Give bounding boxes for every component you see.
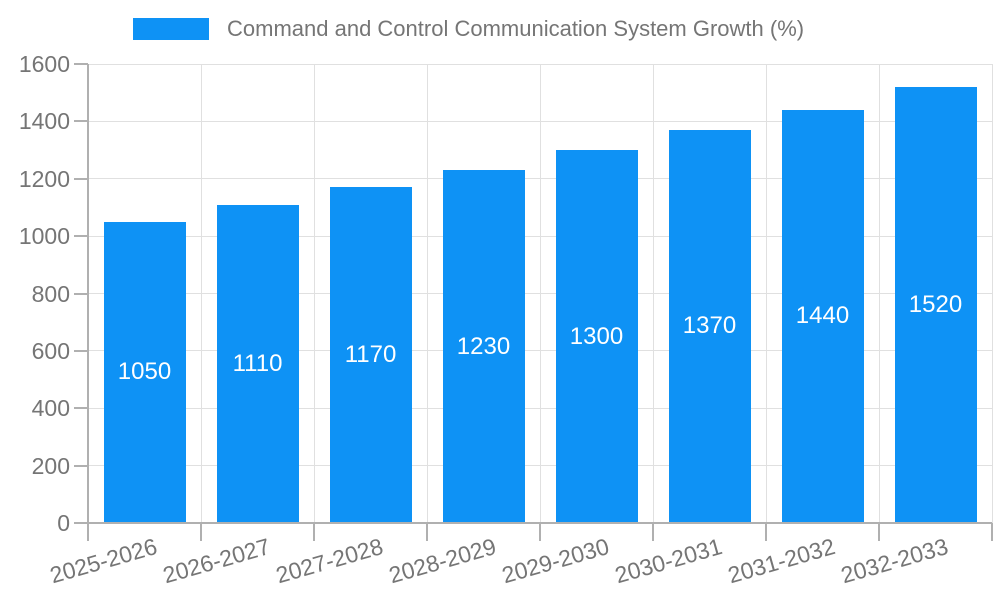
y-tick-label: 600 <box>31 337 70 364</box>
y-tick-mark <box>74 349 88 352</box>
y-axis-line <box>87 64 89 523</box>
x-tick-mark <box>539 523 541 541</box>
y-tick-mark <box>74 464 88 467</box>
bar <box>442 170 525 523</box>
legend-label: Command and Control Communication System… <box>227 16 805 41</box>
x-tick-mark <box>200 523 202 541</box>
y-tick-label: 1000 <box>18 223 70 250</box>
legend-swatch <box>133 18 209 40</box>
y-tick-mark <box>74 522 88 524</box>
v-gridline <box>426 64 428 523</box>
y-tick-label: 800 <box>31 280 70 307</box>
x-tick-mark <box>87 523 89 541</box>
v-gridline <box>539 64 541 523</box>
v-gridline <box>878 64 880 523</box>
bar-value-label: 1230 <box>456 332 511 360</box>
plot-area: 1050 1110 1170 1230 1300 1370 1440 1520 <box>87 63 993 524</box>
y-tick-mark <box>74 407 88 410</box>
x-tick-mark <box>313 523 315 541</box>
v-gridline <box>200 64 202 523</box>
y-tick-mark <box>74 235 88 238</box>
v-gridline <box>991 64 993 523</box>
x-tick-mark <box>652 523 654 541</box>
bar-value-label: 1440 <box>795 302 850 330</box>
y-tick-label: 200 <box>31 452 70 479</box>
v-gridline <box>313 64 315 523</box>
x-tick-mark <box>878 523 880 541</box>
v-gridline <box>765 64 767 523</box>
x-tick-mark <box>765 523 767 541</box>
y-tick-label: 0 <box>57 510 70 536</box>
y-tick-mark <box>74 120 88 123</box>
bar-value-label: 1170 <box>344 341 397 369</box>
bar <box>216 204 299 523</box>
bar-value-label: 1370 <box>682 312 737 340</box>
x-tick-mark <box>991 523 993 541</box>
y-tick-mark <box>74 292 88 295</box>
bar <box>329 187 412 523</box>
y-tick-label: 1400 <box>18 108 70 135</box>
y-tick-label: 400 <box>31 395 70 422</box>
bar <box>555 150 638 523</box>
bar <box>103 221 186 523</box>
v-gridline <box>652 64 654 523</box>
x-tick-mark <box>426 523 428 541</box>
y-tick-mark <box>74 63 88 65</box>
y-tick-label: 1600 <box>18 51 70 77</box>
y-tick-mark <box>74 177 88 180</box>
bar <box>668 129 751 523</box>
bar <box>781 109 864 523</box>
bar-value-label: 1300 <box>569 322 624 350</box>
y-tick-label: 1200 <box>18 165 70 192</box>
bar <box>894 86 977 523</box>
bar-value-label: 1520 <box>908 290 963 318</box>
legend: Command and Control Communication System… <box>133 16 804 42</box>
bar-value-label: 1110 <box>232 349 283 377</box>
bar-value-label: 1050 <box>117 358 172 386</box>
